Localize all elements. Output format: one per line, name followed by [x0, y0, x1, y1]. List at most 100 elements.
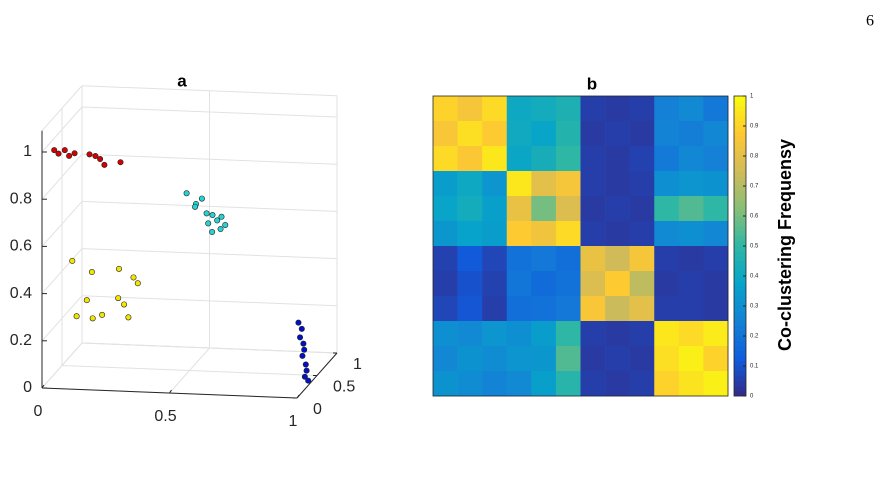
cell — [605, 296, 630, 322]
cell — [605, 146, 630, 172]
colorbar-step — [734, 206, 746, 212]
panel-title: a — [177, 71, 187, 90]
cell — [531, 196, 557, 222]
point — [125, 314, 132, 321]
colorbar-step — [734, 231, 746, 237]
colorbar-step — [734, 216, 746, 222]
cell — [654, 321, 680, 347]
cell — [580, 96, 606, 122]
cell — [555, 196, 581, 222]
colorbar-tick-label: 0.3 — [750, 304, 759, 310]
point — [203, 210, 210, 217]
cell — [506, 371, 532, 397]
grid-line — [61, 365, 318, 376]
cell — [433, 196, 458, 222]
cell — [703, 346, 729, 372]
colorbar-step — [734, 311, 746, 317]
cell — [506, 246, 532, 272]
point — [92, 153, 99, 160]
colorbar-step — [734, 246, 746, 252]
cell — [703, 271, 729, 297]
colorbar-step — [734, 346, 746, 352]
cell — [703, 246, 729, 272]
colorbar-step — [734, 121, 746, 127]
cell — [482, 296, 508, 322]
cell — [531, 371, 557, 397]
colorbar-step — [734, 301, 746, 307]
cell — [555, 146, 581, 172]
colorbar-step — [734, 371, 746, 377]
heatmap-frame — [432, 95, 729, 397]
tick-mark — [41, 384, 45, 389]
colorbar-tick-label: 1 — [750, 94, 754, 100]
cell — [457, 146, 483, 172]
cell — [580, 246, 606, 272]
cell — [555, 271, 581, 297]
cell — [482, 121, 508, 147]
cell — [629, 346, 655, 372]
colorbar-step — [734, 236, 746, 242]
cell — [703, 221, 729, 247]
cell — [482, 196, 508, 222]
cell — [605, 121, 630, 147]
cell — [482, 321, 508, 347]
cell — [433, 371, 458, 397]
cell — [580, 121, 606, 147]
cell — [703, 146, 729, 172]
point — [97, 156, 104, 163]
colorbar-step — [734, 316, 746, 322]
cell — [506, 221, 532, 247]
colorbar-tick-label: 0.7 — [750, 184, 759, 190]
cell — [555, 121, 581, 147]
cell — [703, 296, 729, 322]
cell — [703, 321, 729, 347]
colorbar-step — [734, 381, 746, 387]
cell — [531, 246, 557, 272]
colorbar-step — [734, 336, 746, 342]
point — [209, 229, 216, 236]
colorbar-step — [734, 111, 746, 117]
box-edge — [41, 85, 83, 132]
point — [301, 346, 308, 353]
cell — [482, 146, 508, 172]
cell — [457, 346, 483, 372]
cell — [654, 346, 680, 372]
point — [115, 295, 122, 302]
point — [73, 313, 80, 320]
cell — [678, 346, 704, 372]
cell — [506, 146, 532, 172]
colorbar-tick-label: 0.4 — [750, 274, 759, 280]
colorbar-step — [734, 106, 746, 112]
cell — [678, 221, 704, 247]
colorbar-step — [734, 181, 746, 187]
colorbar-step — [734, 376, 746, 382]
cell — [605, 346, 630, 372]
point — [116, 265, 123, 272]
x-tick-label: 0 — [34, 403, 43, 420]
point — [218, 213, 225, 220]
cell — [531, 346, 557, 372]
z-tick-label: 0.6 — [10, 238, 32, 255]
cell — [555, 346, 581, 372]
colorbar-step — [734, 261, 746, 267]
colorbar-step — [734, 291, 746, 297]
colorbar-step — [734, 96, 746, 102]
cell — [703, 196, 729, 222]
cell — [678, 146, 704, 172]
z-tick-label: 0 — [23, 379, 32, 396]
cell — [654, 221, 680, 247]
cell — [506, 121, 532, 147]
cell — [580, 321, 606, 347]
cell — [433, 246, 458, 272]
colorbar-step — [734, 176, 746, 182]
point — [117, 159, 124, 166]
colorbar-step — [734, 251, 746, 257]
cell — [506, 296, 532, 322]
point — [300, 340, 307, 347]
cell — [654, 271, 680, 297]
point — [299, 352, 306, 359]
colorbar-step — [734, 321, 746, 327]
cell — [580, 271, 606, 297]
cell — [457, 196, 483, 222]
